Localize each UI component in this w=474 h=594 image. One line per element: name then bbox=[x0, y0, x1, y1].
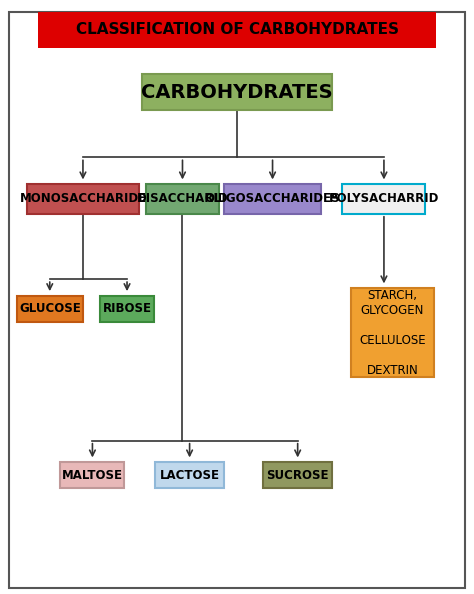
Text: RIBOSE: RIBOSE bbox=[102, 302, 152, 315]
FancyBboxPatch shape bbox=[38, 12, 436, 48]
FancyBboxPatch shape bbox=[142, 74, 332, 110]
Text: DISACCHARID: DISACCHARID bbox=[137, 192, 228, 206]
FancyBboxPatch shape bbox=[61, 462, 124, 488]
FancyBboxPatch shape bbox=[155, 462, 224, 488]
Text: SUCROSE: SUCROSE bbox=[266, 469, 329, 482]
Text: OLIGOSACCHARIDES: OLIGOSACCHARIDES bbox=[205, 192, 340, 206]
FancyBboxPatch shape bbox=[27, 184, 138, 214]
FancyBboxPatch shape bbox=[351, 288, 434, 377]
FancyBboxPatch shape bbox=[342, 184, 425, 214]
Text: CLASSIFICATION OF CARBOHYDRATES: CLASSIFICATION OF CARBOHYDRATES bbox=[75, 22, 399, 37]
FancyBboxPatch shape bbox=[224, 184, 321, 214]
Text: LACTOSE: LACTOSE bbox=[160, 469, 219, 482]
Text: CARBOHYDRATES: CARBOHYDRATES bbox=[141, 83, 333, 102]
Text: GLUCOSE: GLUCOSE bbox=[19, 302, 81, 315]
Text: MONOSACCHARIDE: MONOSACCHARIDE bbox=[19, 192, 146, 206]
FancyBboxPatch shape bbox=[100, 296, 155, 322]
FancyBboxPatch shape bbox=[146, 184, 219, 214]
Text: STARCH,
GLYCOGEN

CELLULOSE

DEXTRIN: STARCH, GLYCOGEN CELLULOSE DEXTRIN bbox=[359, 289, 426, 377]
FancyBboxPatch shape bbox=[17, 296, 83, 322]
Text: POLYSACHARRID: POLYSACHARRID bbox=[329, 192, 439, 206]
Text: MALTOSE: MALTOSE bbox=[62, 469, 123, 482]
FancyBboxPatch shape bbox=[264, 462, 332, 488]
